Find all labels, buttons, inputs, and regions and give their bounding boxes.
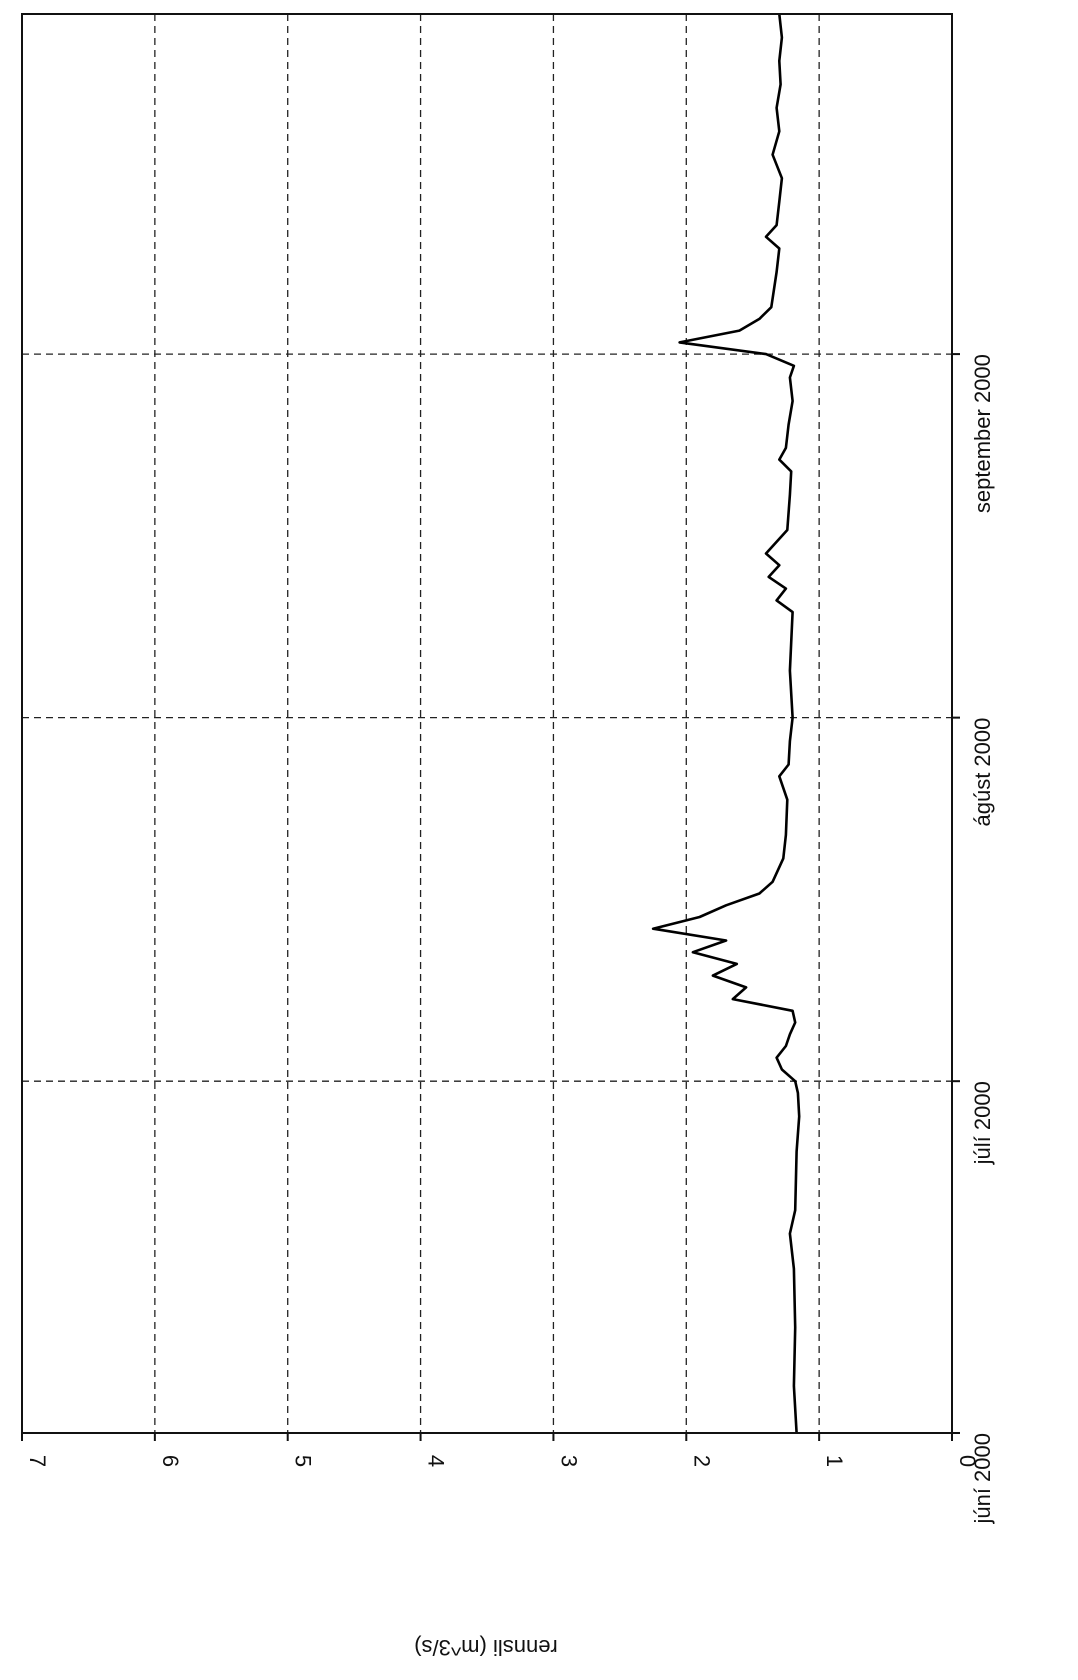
y-tick-label: 4	[424, 1455, 449, 1467]
y-axis-title: rennsli (m^3/s)	[414, 1635, 558, 1660]
y-tick-label: 5	[291, 1455, 316, 1467]
x-tick-label: ágúst 2000	[970, 718, 995, 827]
x-tick-label: júlí 2000	[970, 1081, 995, 1165]
plot-frame	[21, 13, 953, 1434]
x-tick-label: september 2000	[970, 354, 995, 513]
series-line-0	[651, 13, 801, 1434]
y-tick-label: 3	[556, 1455, 581, 1467]
y-tick-label: 6	[158, 1455, 183, 1467]
y-tick-label: 1	[822, 1455, 847, 1467]
series-layer	[651, 13, 801, 1434]
y-tick-label: 0	[955, 1455, 980, 1467]
y-tick-label: 7	[25, 1455, 50, 1467]
tick-labels: 0 1 2 3 4 5 6 7 júní 2000 júlí 2000 ágúst 2000 sept…	[25, 354, 995, 1524]
x-tick-label: júní 2000	[970, 1433, 995, 1525]
axis-ticks	[21, 353, 960, 1441]
grid-lines	[22, 14, 952, 1433]
y-tick-label: 2	[689, 1455, 714, 1467]
